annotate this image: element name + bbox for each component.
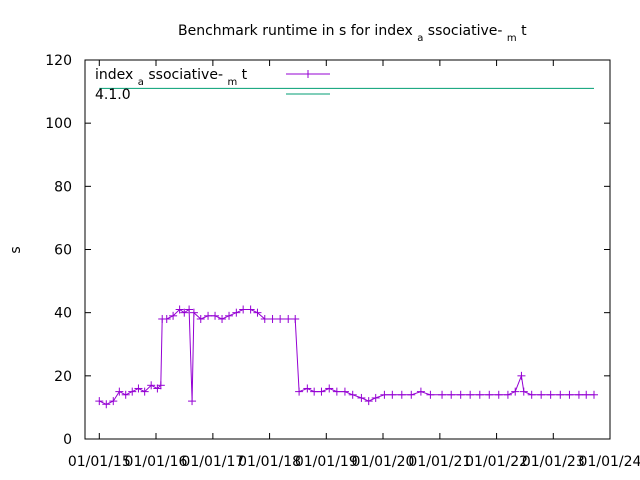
series-point xyxy=(456,390,465,399)
series-point xyxy=(537,390,546,399)
x-tick-label: 01/01/17 xyxy=(181,454,244,470)
series-point xyxy=(109,397,118,406)
series-point xyxy=(565,390,574,399)
x-tick-label: 01/01/18 xyxy=(238,454,301,470)
series-point xyxy=(188,397,197,406)
series-point xyxy=(225,311,234,320)
series-point xyxy=(574,390,583,399)
series-point xyxy=(268,314,277,323)
y-tick-label: 100 xyxy=(45,116,72,132)
series-point xyxy=(494,390,503,399)
series-point xyxy=(511,387,520,396)
series-point xyxy=(156,381,165,390)
series-point xyxy=(204,311,213,320)
plot-frame xyxy=(84,59,611,440)
x-tick-label: 01/01/20 xyxy=(352,454,415,470)
series-point xyxy=(426,390,435,399)
series-point xyxy=(180,308,189,317)
series-point xyxy=(260,314,269,323)
series-point xyxy=(546,390,555,399)
series-point xyxy=(357,393,366,402)
legend: index a ssociative- m t 4.1.0 xyxy=(95,67,330,103)
x-tick-label: 01/01/24 xyxy=(579,454,640,470)
series-point xyxy=(582,390,591,399)
x-tick-label: 01/01/16 xyxy=(125,454,188,470)
series-point xyxy=(140,387,149,396)
series-point xyxy=(276,314,285,323)
series-point xyxy=(218,314,227,323)
series-point xyxy=(303,384,312,393)
series-point xyxy=(317,387,326,396)
series-point xyxy=(175,305,184,314)
series-point xyxy=(121,390,130,399)
series-point xyxy=(475,390,484,399)
series-point xyxy=(128,387,137,396)
series-point xyxy=(485,390,494,399)
y-tick-label: 0 xyxy=(63,432,72,448)
series-point xyxy=(519,387,528,396)
y-tick-label: 20 xyxy=(54,369,72,385)
series-point xyxy=(416,387,425,396)
series-point xyxy=(364,397,373,406)
y-tick-label: 40 xyxy=(54,306,72,322)
series-point xyxy=(211,311,220,320)
series-point xyxy=(232,308,241,317)
y-axis-label: s xyxy=(8,246,24,253)
series-point xyxy=(556,390,565,399)
series-point xyxy=(397,390,406,399)
x-tick-label: 01/01/19 xyxy=(295,454,358,470)
series-point xyxy=(407,390,416,399)
series-layer xyxy=(95,87,598,409)
series-point xyxy=(95,397,104,406)
series-point xyxy=(371,393,380,402)
chart-title: Benchmark runtime in s for index a ssoci… xyxy=(178,23,527,45)
series-point xyxy=(348,390,357,399)
series-point xyxy=(284,314,293,323)
series-point xyxy=(196,314,205,323)
series-point xyxy=(438,390,447,399)
series-point xyxy=(447,390,456,399)
series-point xyxy=(466,390,475,399)
series-point xyxy=(162,314,171,323)
series-point xyxy=(185,305,194,314)
x-tick-label: 01/01/22 xyxy=(465,454,528,470)
y-tick-label: 120 xyxy=(45,53,72,69)
series-point xyxy=(147,381,156,390)
series-point xyxy=(253,308,262,317)
x-tick-label: 01/01/23 xyxy=(522,454,585,470)
series-point xyxy=(169,311,178,320)
series-point xyxy=(134,384,143,393)
series-point xyxy=(517,371,526,380)
series-point xyxy=(295,387,304,396)
series-point xyxy=(325,384,334,393)
series-point xyxy=(503,390,512,399)
legend-label-series: index a ssociative- m t xyxy=(95,67,248,89)
series-point xyxy=(340,387,349,396)
series-point xyxy=(310,387,319,396)
series-point xyxy=(291,314,300,323)
series-point xyxy=(380,390,389,399)
series-point xyxy=(115,387,124,396)
series-point xyxy=(239,305,248,314)
axis-ticks: 02040608010012001/01/1501/01/1601/01/170… xyxy=(45,53,640,470)
series-point xyxy=(102,400,111,409)
series-point xyxy=(388,390,397,399)
series-point xyxy=(589,390,598,399)
y-tick-label: 60 xyxy=(54,243,72,259)
series-point xyxy=(527,390,536,399)
x-tick-label: 01/01/15 xyxy=(68,454,131,470)
series-point xyxy=(189,308,198,317)
x-tick-label: 01/01/21 xyxy=(408,454,471,470)
series-point xyxy=(332,387,341,396)
series-point xyxy=(246,305,255,314)
y-tick-label: 80 xyxy=(54,179,72,195)
legend-label-version: 4.1.0 xyxy=(95,87,131,103)
